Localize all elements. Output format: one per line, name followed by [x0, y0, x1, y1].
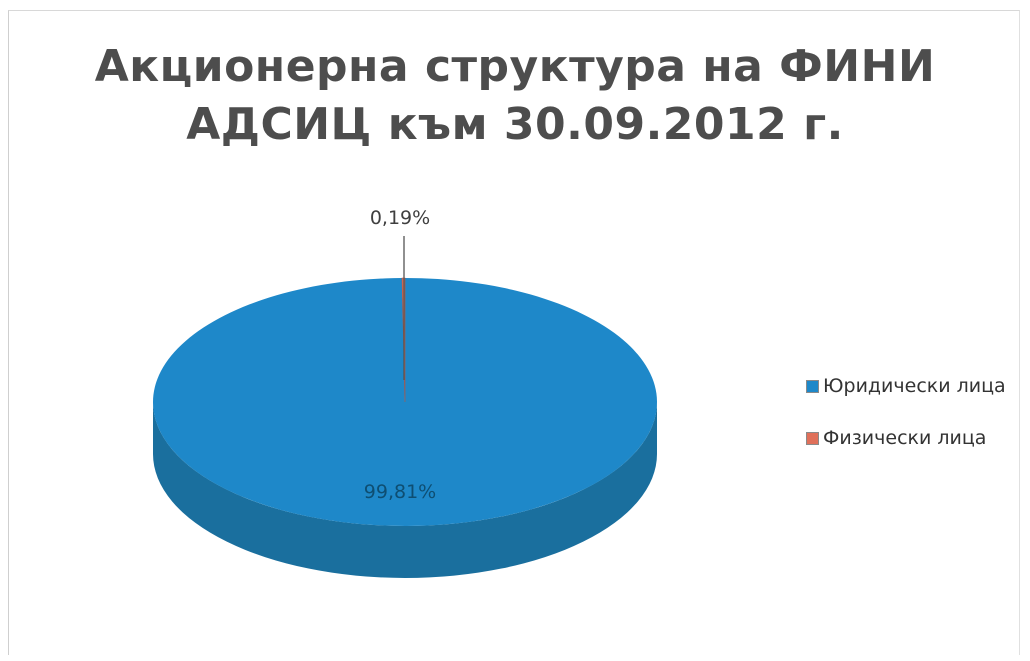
legend: Юридически лица Физически лица [806, 373, 1006, 477]
chart-title-line-1: Акционерна структура на ФИНИ [94, 41, 936, 92]
legend-swatch-yuridicheski [806, 379, 819, 393]
chart-frame [8, 10, 1020, 655]
legend-swatch-fizicheski [806, 431, 819, 445]
legend-label-fizicheski: Физически лица [823, 427, 987, 449]
data-label-yuridicheski: 99,81% [364, 481, 436, 503]
pie-plot [153, 277, 658, 578]
legend-item-yuridicheski: Юридически лица [806, 373, 1006, 399]
data-label-fizicheski: 0,19% [370, 207, 430, 229]
chart-title: Акционерна структура на ФИНИ АДСИЦ към 3… [0, 38, 1030, 154]
chart-title-line-2: АДСИЦ към 30.09.2012 г. [186, 99, 844, 150]
legend-item-fizicheski: Физически лица [806, 425, 1006, 451]
slice-side-yuridicheski [153, 402, 657, 578]
legend-label-yuridicheski: Юридически лица [823, 375, 1006, 397]
